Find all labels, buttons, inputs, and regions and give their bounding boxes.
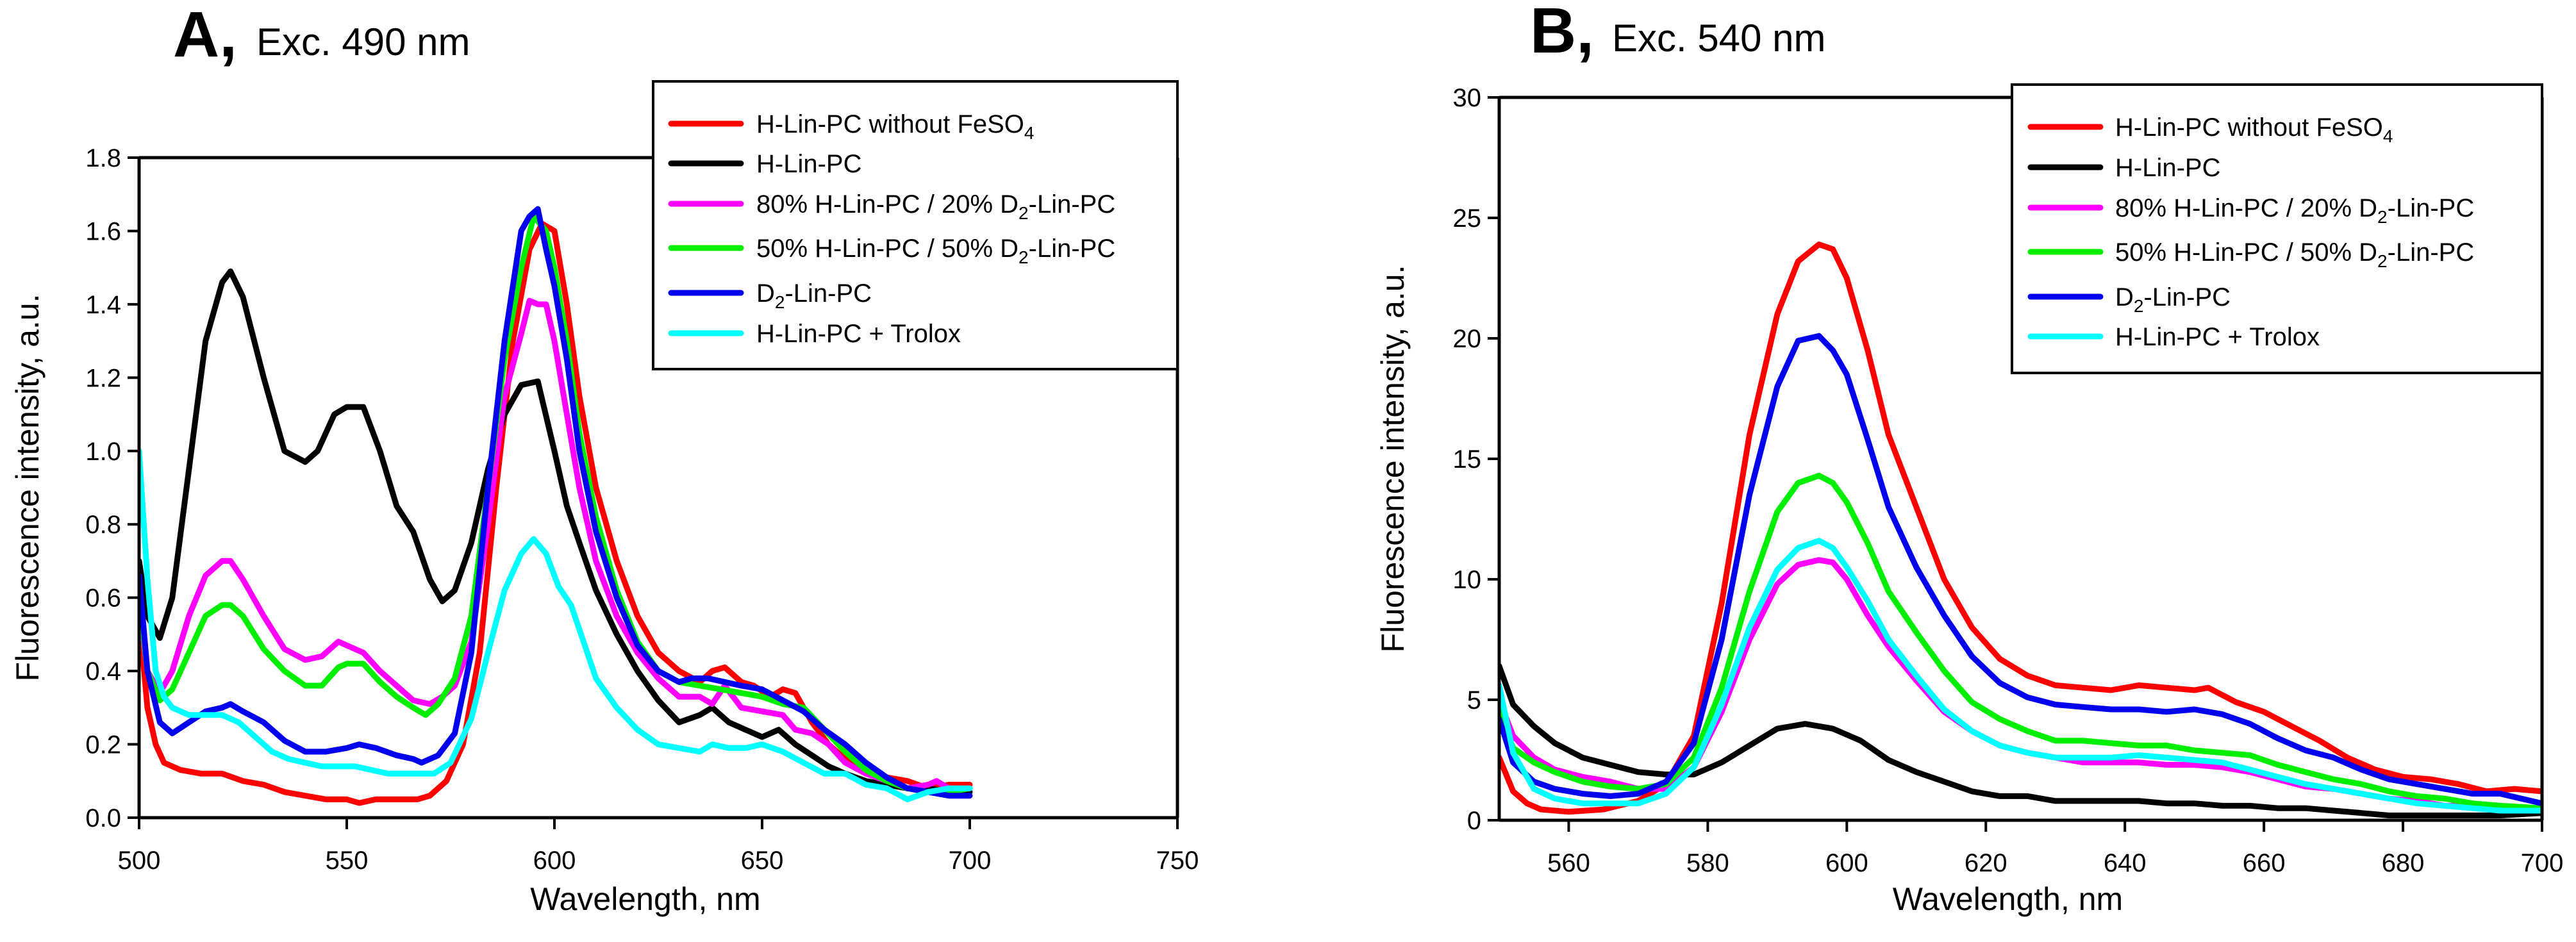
panel-b: B, Exc. 540 nm 0 5 10 15 20 25 30 560 580 600 620 640…	[1375, 0, 2563, 917]
x-axis-title: Wavelength, nm	[530, 881, 760, 917]
panel-subtitle: Exc. 490 nm	[256, 21, 470, 63]
legend-label: 50% H-Lin-PC / 50% D2-Lin-PC	[2115, 238, 2474, 271]
legend-label: 50% H-Lin-PC / 50% D2-Lin-PC	[756, 235, 1115, 267]
x-tick-label: 580	[1686, 849, 1729, 877]
y-tick-label: 1.4	[85, 291, 121, 319]
x-tick-label: 750	[1156, 847, 1199, 875]
y-tick-label: 0.8	[85, 511, 121, 539]
legend-item: D2-Lin-PC	[2027, 283, 2231, 316]
x-tick-label: 660	[2243, 849, 2286, 877]
series-line-6	[139, 448, 973, 802]
y-axis-title: Fluorescence intensity, a.u.	[10, 294, 46, 682]
legend: H-Lin-PC without FeSO4 H-Lin-PC 80% H-Lin-…	[2011, 83, 2543, 374]
y-tick-label: 15	[1453, 445, 1482, 474]
x-tick-label: 650	[741, 847, 784, 875]
legend-label: D2-Lin-PC	[756, 279, 872, 312]
legend-item: H-Lin-PC + Trolox	[668, 320, 961, 348]
legend: H-Lin-PC without FeSO4 H-Lin-PC 80% H-Lin-…	[652, 80, 1179, 370]
series-line-2	[1499, 663, 2542, 818]
x-tick-label: 680	[2382, 849, 2425, 877]
legend-item: H-Lin-PC without FeSO4	[668, 110, 1035, 143]
panel-a: A, Exc. 490 nm 0.0 0.2 0.4 0.6 0.8 1.0 1.2 1.4 1.6…	[10, 0, 1199, 917]
y-tick-label: 25	[1453, 204, 1482, 233]
y-tick-label: 10	[1453, 566, 1482, 594]
y-tick-label: 0.0	[85, 804, 121, 832]
series-line-2	[139, 268, 973, 795]
series-line-6	[1499, 538, 2542, 814]
series-line-5	[1499, 333, 2542, 807]
x-axis-title: Wavelength, nm	[1893, 881, 2123, 917]
series-group	[1499, 241, 2542, 818]
y-tick-label: 30	[1453, 84, 1482, 112]
y-tick-label: 0.4	[85, 657, 121, 686]
series-line-3	[139, 297, 973, 791]
legend-item: H-Lin-PC	[668, 150, 861, 178]
legend-item: H-Lin-PC	[2027, 154, 2220, 182]
y-tick-label: 0	[1467, 807, 1481, 835]
y-tick-label: 1.8	[85, 144, 121, 172]
x-tick-label: 500	[118, 847, 161, 875]
y-tick-label: 0.6	[85, 584, 121, 613]
legend-label: H-Lin-PC + Trolox	[2115, 323, 2320, 351]
y-tick-label: 1.2	[85, 364, 121, 392]
legend-item: H-Lin-PC without FeSO4	[2027, 113, 2393, 146]
legend-label: 80% H-Lin-PC / 20% D2-Lin-PC	[2115, 194, 2474, 227]
series-line-4	[1499, 472, 2542, 811]
legend-label: H-Lin-PC	[756, 150, 861, 178]
legend-box	[2011, 83, 2543, 374]
x-tick-label: 560	[1547, 849, 1590, 877]
series-line-5	[139, 206, 973, 799]
x-tick-label: 620	[1965, 849, 2007, 877]
legend-item: 80% H-Lin-PC / 20% D2-Lin-PC	[668, 190, 1115, 223]
y-axis-title: Fluorescence intensity, a.u.	[1375, 265, 1411, 653]
x-tick-label: 640	[2104, 849, 2147, 877]
panel-letter: B,	[1530, 0, 1594, 67]
y-tick-label: 0.2	[85, 731, 121, 759]
x-tick-label: 700	[2521, 849, 2564, 877]
legend-item: D2-Lin-PC	[668, 279, 872, 312]
x-tick-label: 600	[1825, 849, 1868, 877]
x-tick-label: 550	[326, 847, 369, 875]
legend-item: 50% H-Lin-PC / 50% D2-Lin-PC	[668, 235, 1115, 267]
legend-label: 80% H-Lin-PC / 20% D2-Lin-PC	[756, 190, 1115, 223]
legend-item: H-Lin-PC + Trolox	[2027, 323, 2320, 351]
legend-item: 50% H-Lin-PC / 50% D2-Lin-PC	[2027, 238, 2474, 271]
y-tick-label: 1.6	[85, 217, 121, 245]
y-tick-label: 1.0	[85, 438, 121, 466]
y-tick-label: 20	[1453, 325, 1482, 353]
legend-label: D2-Lin-PC	[2115, 283, 2231, 316]
legend-label: H-Lin-PC + Trolox	[756, 320, 961, 348]
legend-box	[652, 80, 1179, 370]
legend-label: H-Lin-PC without FeSO4	[2115, 113, 2393, 146]
legend-item: 80% H-Lin-PC / 20% D2-Lin-PC	[2027, 194, 2474, 227]
legend-label: H-Lin-PC without FeSO4	[756, 110, 1035, 143]
panel-letter: A,	[173, 0, 237, 70]
series-group	[139, 206, 973, 806]
panel-subtitle: Exc. 540 nm	[1612, 17, 1826, 60]
y-tick-label: 5	[1467, 686, 1481, 715]
x-tick-label: 700	[949, 847, 992, 875]
legend-label: H-Lin-PC	[2115, 154, 2220, 182]
x-tick-label: 600	[533, 847, 576, 875]
